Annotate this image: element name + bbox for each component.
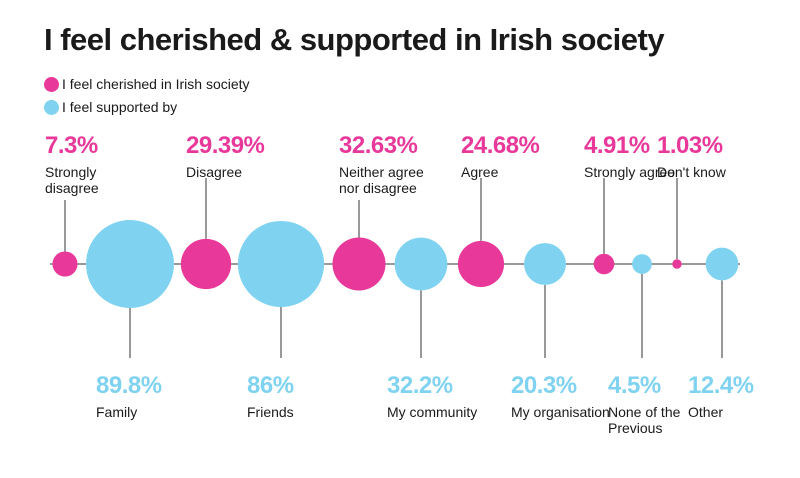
category-label-my-community-1: My community	[387, 404, 477, 420]
category-label-my-organisation-1: My organisation	[511, 404, 610, 420]
legend-label-cherished: I feel cherished in Irish society	[62, 76, 250, 92]
legend-item-cherished: I feel cherished in Irish society	[44, 76, 250, 92]
bubble-family	[86, 220, 174, 308]
category-label-neither-agree-nor-disagree-2: nor disagree	[339, 180, 417, 196]
value-label-agree: 24.68%	[461, 132, 540, 159]
value-label-disagree: 29.39%	[186, 132, 265, 159]
category-label-neither-agree-nor-disagree-1: Neither agree	[339, 164, 424, 180]
bubble-friends	[237, 220, 325, 308]
bubble-my-community	[394, 237, 448, 291]
bubble-don-t-know	[672, 259, 682, 269]
value-label-family: 89.8%	[96, 372, 162, 399]
value-label-friends: 86%	[247, 372, 294, 399]
category-label-strongly-disagree-1: Strongly	[45, 164, 96, 180]
legend-swatch-cherished	[44, 76, 59, 92]
category-label-disagree-1: Disagree	[186, 164, 242, 180]
bubble-none-of-the-previous	[632, 254, 652, 274]
bubble-neither-agree-nor-disagree	[332, 237, 386, 291]
bubble-agree	[457, 240, 505, 288]
bubble-my-organisation	[524, 243, 566, 285]
value-label-strongly-agree: 4.91%	[584, 132, 650, 159]
category-label-friends-1: Friends	[247, 404, 294, 420]
value-label-neither-agree-nor-disagree: 32.63%	[339, 132, 418, 159]
value-label-other: 12.4%	[688, 372, 754, 399]
category-label-strongly-disagree-2: disagree	[45, 180, 99, 196]
category-label-strongly-agree-1: Strongly agree	[584, 164, 675, 180]
value-label-my-community: 32.2%	[387, 372, 453, 399]
value-label-my-organisation: 20.3%	[511, 372, 577, 399]
stem-layer	[64, 178, 723, 358]
legend-item-supported: I feel supported by	[44, 99, 177, 115]
legend-swatch-supported	[44, 99, 59, 115]
value-label-don-t-know: 1.03%	[657, 132, 723, 159]
category-label-none-of-the-previous-2: Previous	[608, 420, 662, 436]
value-label-none-of-the-previous: 4.5%	[608, 372, 661, 399]
bubble-other	[705, 247, 739, 281]
category-label-don-t-know-1: Don't know	[657, 164, 727, 180]
category-label-family-1: Family	[96, 404, 137, 420]
legend-label-supported: I feel supported by	[62, 99, 178, 115]
category-label-none-of-the-previous-1: None of the	[608, 404, 681, 420]
value-label-strongly-disagree: 7.3%	[45, 132, 98, 159]
bubble-strongly-disagree	[52, 251, 78, 277]
bubble-disagree	[180, 238, 232, 290]
bubble-strongly-agree	[593, 253, 615, 275]
category-label-agree-1: Agree	[461, 164, 499, 180]
chart-title: I feel cherished & supported in Irish so…	[44, 22, 665, 57]
bubble-layer	[52, 220, 739, 308]
category-label-other-1: Other	[688, 404, 723, 420]
